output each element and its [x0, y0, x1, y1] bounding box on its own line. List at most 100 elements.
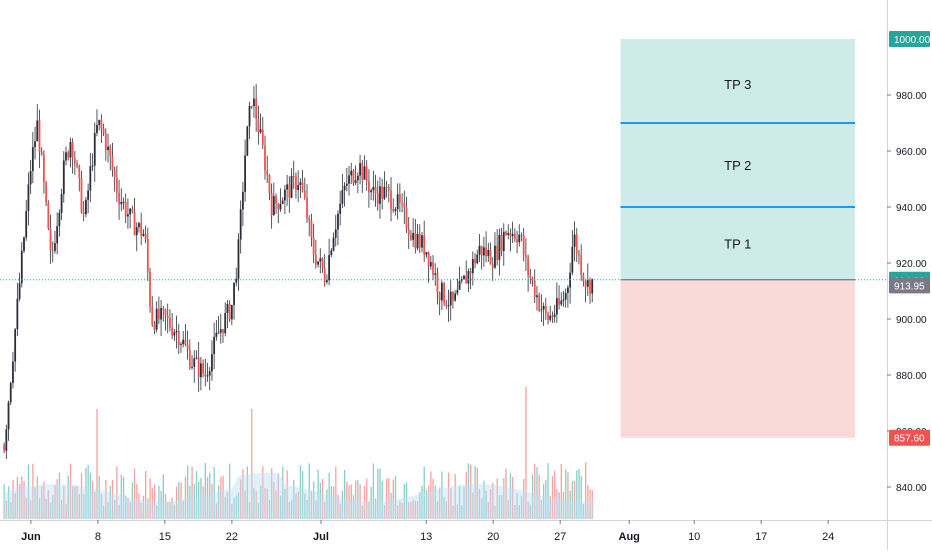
- candle-body: [394, 209, 397, 211]
- volume-bar: [14, 493, 16, 519]
- volume-bar: [386, 478, 388, 519]
- volume-bar: [414, 500, 417, 519]
- candle-body: [467, 270, 470, 284]
- volume-bar: [476, 467, 478, 519]
- volume-bar: [116, 466, 118, 519]
- volume-bar: [467, 463, 470, 519]
- volume-bar: [571, 481, 574, 519]
- volume-ma-band: [4, 472, 594, 519]
- candle-body: [454, 293, 457, 301]
- volume-bar: [516, 492, 518, 519]
- price-label-box-3: [889, 429, 930, 446]
- volume-bar: [204, 462, 207, 519]
- candle-body: [440, 282, 443, 301]
- volume-bar: [565, 469, 567, 519]
- volume-bar: [268, 500, 271, 519]
- candle-body: [51, 250, 54, 252]
- candle-body: [584, 280, 587, 287]
- candle-body: [25, 210, 28, 238]
- volume-bar: [30, 500, 32, 519]
- candle-body: [186, 344, 189, 350]
- candle-body: [283, 189, 286, 201]
- volume-bar: [257, 503, 260, 519]
- candle-body: [423, 235, 426, 255]
- candle-body: [436, 273, 439, 293]
- candle-body: [219, 329, 222, 333]
- candle-body: [319, 258, 322, 262]
- candle-body: [166, 315, 169, 318]
- volume-bar: [98, 475, 100, 519]
- candle-body: [432, 262, 434, 275]
- candle-body: [288, 184, 291, 198]
- volume-bar: [450, 488, 452, 519]
- volume-bar: [180, 482, 182, 519]
- candle-body: [244, 155, 246, 192]
- volume-bar: [65, 503, 67, 519]
- candle-body: [138, 223, 140, 228]
- volume-bar: [478, 488, 481, 519]
- candle-body: [438, 292, 441, 301]
- candle-body: [129, 208, 132, 215]
- candle-body: [20, 251, 23, 284]
- candle-body: [332, 237, 335, 251]
- volume-bar: [277, 473, 279, 519]
- volume-bar: [85, 468, 87, 519]
- candle-body: [173, 332, 176, 336]
- candle-body: [217, 332, 220, 334]
- candle-body: [547, 313, 549, 320]
- volume-bar: [169, 502, 171, 519]
- tp-label-2: TP 2: [724, 158, 751, 173]
- candle-body: [146, 239, 149, 272]
- candle-body: [27, 184, 30, 211]
- candle-body: [85, 199, 87, 215]
- candle-body: [270, 193, 273, 216]
- candle-body: [469, 270, 472, 274]
- volume-bar: [173, 504, 176, 519]
- volume-bar: [489, 489, 492, 519]
- volume-bar: [147, 498, 149, 519]
- volume-bar: [359, 484, 361, 519]
- volume-bar: [518, 505, 520, 519]
- volume-bar: [474, 465, 476, 519]
- volume-bar: [558, 492, 560, 519]
- candle-body: [361, 163, 364, 180]
- candle-body: [312, 237, 315, 255]
- volume-bar: [419, 492, 421, 519]
- candle-body: [135, 227, 138, 236]
- volume-bar: [76, 485, 78, 519]
- volume-bar: [346, 482, 348, 519]
- candle-body: [87, 190, 90, 200]
- candle-body: [591, 279, 594, 294]
- volume-bar: [512, 477, 514, 519]
- volume-bar: [118, 504, 120, 519]
- time-tick-label: 13: [420, 531, 432, 543]
- candle-body: [111, 156, 114, 170]
- volume-bar: [72, 486, 74, 519]
- volume-bar: [164, 494, 167, 519]
- stop-zone[interactable]: [620, 279, 856, 438]
- volume-bar: [293, 479, 295, 519]
- candle-body: [529, 275, 532, 278]
- volume-bar: [361, 505, 363, 519]
- volume-bar: [127, 498, 129, 519]
- candle-body: [299, 182, 302, 186]
- volume-bar: [392, 479, 394, 519]
- candle-body: [500, 234, 503, 252]
- candle-body: [558, 298, 560, 305]
- volume-bar: [259, 485, 262, 519]
- volume-bar: [248, 502, 251, 519]
- candle-body: [34, 141, 36, 148]
- volume-bar: [308, 463, 310, 519]
- target-zone[interactable]: [620, 39, 856, 280]
- volume-bar: [443, 496, 445, 519]
- volume-bar: [156, 505, 158, 519]
- volume-bar: [25, 498, 27, 519]
- candle-body: [3, 445, 5, 451]
- volume-bar: [32, 463, 34, 519]
- candle-body: [281, 200, 284, 204]
- volume-bar: [91, 481, 94, 519]
- candle-body: [524, 254, 527, 258]
- volume-bar: [562, 491, 565, 519]
- volume-bar: [372, 463, 375, 519]
